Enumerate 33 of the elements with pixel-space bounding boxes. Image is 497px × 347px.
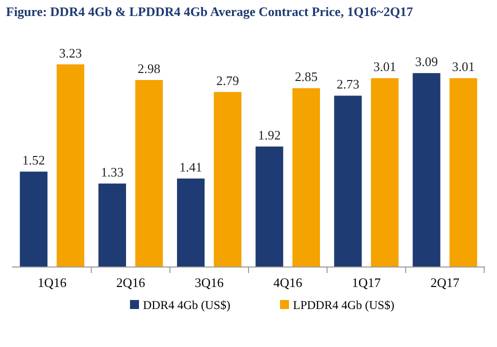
bar bbox=[256, 146, 284, 267]
x-tick-label: 3Q16 bbox=[194, 275, 224, 290]
data-label: 2.85 bbox=[294, 69, 318, 84]
bar bbox=[450, 78, 478, 267]
data-label: 1.52 bbox=[22, 152, 46, 168]
data-label: 3.01 bbox=[452, 59, 475, 74]
x-tick-label: 1Q17 bbox=[352, 275, 382, 290]
legend-label: DDR4 4Gb (US$) bbox=[143, 298, 230, 312]
data-label: 2.79 bbox=[216, 72, 239, 88]
data-label: 3.09 bbox=[415, 54, 438, 70]
x-tick-label: 2Q17 bbox=[430, 275, 460, 290]
bar bbox=[135, 80, 163, 267]
data-label: 1.41 bbox=[179, 160, 202, 175]
data-label: 2.98 bbox=[138, 61, 160, 76]
bar bbox=[334, 96, 362, 267]
bar bbox=[56, 64, 84, 267]
data-label: 1.33 bbox=[100, 164, 124, 180]
x-tick-label: 4Q16 bbox=[273, 275, 303, 290]
data-label: 1.92 bbox=[258, 128, 281, 143]
bar bbox=[370, 78, 399, 267]
bar bbox=[98, 184, 126, 267]
bar bbox=[412, 73, 440, 267]
x-tick-label: 1Q16 bbox=[38, 275, 68, 290]
chart-title: Figure: DDR4 4Gb & LPDDR4 4Gb Average Contract Price, 1Q16~2Q17 bbox=[6, 4, 414, 19]
bar bbox=[292, 88, 320, 267]
x-tick-label: 2Q16 bbox=[116, 275, 146, 290]
bar bbox=[20, 172, 48, 267]
data-label: 2.73 bbox=[336, 76, 360, 92]
data-label: 3.01 bbox=[373, 59, 396, 74]
bar bbox=[177, 178, 205, 267]
legend-label: LPDDR4 4Gb (US$) bbox=[293, 298, 394, 312]
data-label: 3.23 bbox=[59, 45, 82, 60]
bar bbox=[214, 92, 242, 267]
